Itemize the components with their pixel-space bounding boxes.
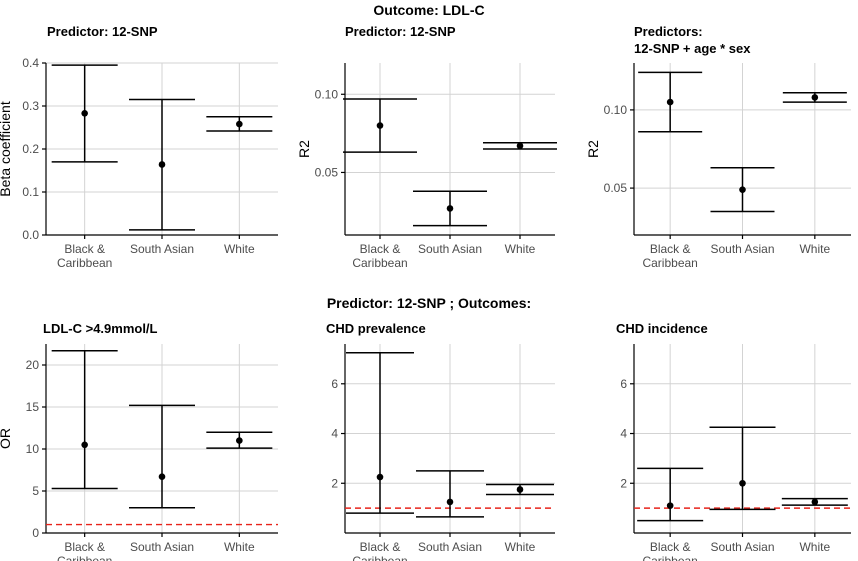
y-tick-label: 0.3 bbox=[22, 99, 39, 113]
panel-title: CHD prevalence bbox=[326, 321, 426, 336]
point-estimate bbox=[81, 441, 88, 449]
chart-panel-3: Predictors: 12-SNP + age * sex 0.05 0.10 Bla… bbox=[585, 24, 851, 270]
y-tick-label: 0.05 bbox=[604, 181, 628, 195]
chart-panel-2: Predictor: 12-SNP 0.05 0.10 Black & Caribbea… bbox=[296, 24, 557, 270]
y-tick-label: 20 bbox=[26, 358, 40, 372]
y-tick-label: 2 bbox=[331, 476, 338, 490]
x-tick-label: South Asian bbox=[710, 242, 774, 256]
x-tick-label: Black & Caribbean bbox=[57, 242, 112, 270]
x-tick-label: Black & Caribbean bbox=[642, 242, 697, 270]
y-tick-label: 4 bbox=[620, 427, 627, 441]
x-tick-label: South Asian bbox=[710, 540, 774, 554]
x-tick-label: White bbox=[799, 540, 830, 554]
x-tick-label: White bbox=[505, 242, 536, 256]
y-tick-label: 2 bbox=[620, 476, 627, 490]
y-tick-label: 6 bbox=[331, 377, 338, 391]
point-estimate bbox=[811, 498, 819, 506]
point-estimate bbox=[516, 486, 524, 493]
x-tick-label: South Asian bbox=[418, 242, 482, 256]
figure-top-title: Outcome: LDL-C bbox=[373, 2, 484, 18]
figure-middle-title: Predictor: 12-SNP ; Outcomes: bbox=[327, 295, 531, 311]
point-estimate bbox=[376, 122, 384, 129]
x-tick-label: White bbox=[224, 540, 255, 554]
point-estimate bbox=[158, 473, 166, 481]
y-tick-label: 4 bbox=[331, 427, 338, 441]
x-tick-label: Black & Caribbean bbox=[352, 540, 407, 561]
x-tick-label: White bbox=[224, 242, 255, 256]
y-tick-label: 10 bbox=[26, 442, 40, 456]
point-estimate bbox=[446, 205, 454, 212]
point-estimate bbox=[666, 98, 674, 106]
point-estimate bbox=[236, 120, 243, 128]
point-estimate bbox=[811, 94, 819, 101]
y-tick-label: 0.05 bbox=[315, 165, 339, 179]
panel-title: Predictors: bbox=[634, 24, 703, 39]
y-tick-label: 0.1 bbox=[22, 185, 39, 199]
y-tick-label: 0.10 bbox=[315, 87, 339, 101]
panel-title-line2: 12-SNP + age * sex bbox=[634, 41, 751, 56]
y-axis-label: R2 bbox=[585, 140, 601, 158]
y-tick-label: 0.10 bbox=[604, 103, 628, 117]
point-estimate bbox=[236, 437, 243, 444]
chart-panels: Predictor: 12-SNP 0.0 0.1 0.2 0.3 0.4 Black & C… bbox=[0, 24, 851, 561]
panel-title: Predictor: 12-SNP bbox=[345, 24, 456, 39]
y-axis-label: OR bbox=[0, 428, 13, 449]
y-tick-label: 6 bbox=[620, 377, 627, 391]
x-tick-label: Black & Caribbean bbox=[642, 540, 697, 561]
chart-panel-1: Predictor: 12-SNP 0.0 0.1 0.2 0.3 0.4 Black & C… bbox=[0, 24, 278, 270]
panel-title: LDL-C >4.9mmol/L bbox=[43, 321, 158, 336]
point-estimate bbox=[739, 186, 746, 193]
x-tick-label: Black & Caribbean bbox=[352, 242, 407, 270]
y-tick-label: 0 bbox=[32, 526, 39, 540]
x-tick-label: White bbox=[505, 540, 536, 554]
point-estimate bbox=[666, 502, 674, 509]
point-estimate bbox=[81, 110, 88, 117]
y-axis-label: Beta coefficient bbox=[0, 101, 13, 197]
point-estimate bbox=[376, 473, 384, 481]
y-tick-label: 0.0 bbox=[22, 228, 39, 242]
y-axis-label: R2 bbox=[296, 140, 312, 158]
chart-panel-6: CHD incidence 2 4 6 Black & Caribbean South As… bbox=[616, 321, 851, 561]
x-tick-label: South Asian bbox=[130, 540, 194, 554]
chart-panel-4: LDL-C >4.9mmol/L 0 5 10 15 20 Black & Caribbean… bbox=[0, 321, 278, 561]
chart-panel-5: CHD prevalence 2 4 6 Black & Caribbean South A… bbox=[326, 321, 555, 561]
point-estimate bbox=[446, 498, 454, 506]
x-tick-label: South Asian bbox=[130, 242, 194, 256]
panel-title: CHD incidence bbox=[616, 321, 708, 336]
point-estimate bbox=[739, 479, 746, 487]
point-estimate bbox=[516, 142, 524, 150]
point-estimate bbox=[158, 161, 166, 168]
y-tick-label: 5 bbox=[32, 484, 39, 498]
x-tick-label: South Asian bbox=[418, 540, 482, 554]
y-tick-label: 0.2 bbox=[22, 142, 39, 156]
panel-title: Predictor: 12-SNP bbox=[47, 24, 158, 39]
x-tick-label: Black & Caribbean bbox=[57, 540, 112, 561]
y-tick-label: 15 bbox=[26, 400, 40, 414]
x-tick-label: White bbox=[799, 242, 830, 256]
y-tick-label: 0.4 bbox=[22, 56, 39, 70]
